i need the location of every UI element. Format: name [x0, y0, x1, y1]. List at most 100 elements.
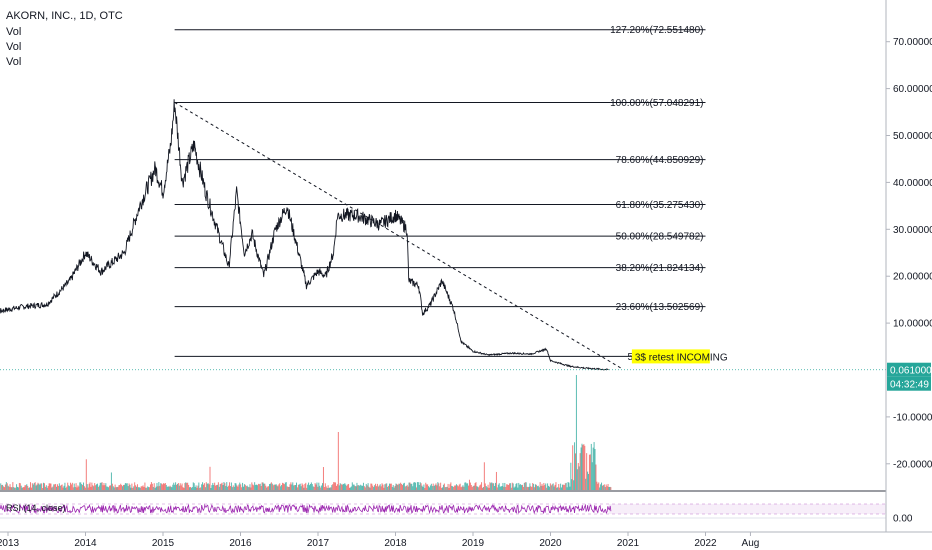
- volume-bar: [518, 482, 520, 490]
- volume-bar: [200, 487, 202, 490]
- volume-bar: [226, 482, 228, 490]
- volume-bar: [561, 484, 563, 490]
- volume-bar: [86, 484, 88, 490]
- volume-bar: [370, 483, 372, 490]
- volume-bar: [244, 484, 246, 490]
- volume-bar: [56, 486, 58, 490]
- volume-bar: [273, 484, 275, 490]
- volume-bar: [326, 487, 328, 490]
- volume-bar: [176, 484, 178, 490]
- volume-bar: [290, 482, 292, 490]
- volume-bar: [304, 483, 306, 490]
- volume-bar: [511, 482, 513, 490]
- annotation-layer[interactable]: 3$ retest INCOMING: [631, 349, 728, 364]
- volume-bar: [525, 482, 527, 490]
- volume-bar: [400, 482, 402, 490]
- volume-bar: [541, 483, 543, 490]
- volume-bar: [260, 485, 262, 490]
- volume-bar: [545, 483, 547, 490]
- volume-bar: [23, 487, 25, 490]
- volume-bar: [255, 484, 257, 490]
- volume-bar: [351, 482, 353, 490]
- volume-bar: [321, 485, 323, 490]
- countdown-value: 04:32:49: [890, 380, 929, 391]
- volume-bar: [463, 486, 465, 490]
- volume-bar: [44, 486, 46, 490]
- volume-bar: [519, 484, 521, 490]
- volume-bar: [428, 487, 430, 490]
- volume-bar: [538, 487, 540, 490]
- volume-bar: [313, 486, 315, 490]
- volume-bar: [414, 482, 416, 490]
- volume-bar: [252, 484, 254, 490]
- volume-bar: [547, 483, 549, 490]
- volume-bar: [19, 483, 21, 490]
- volume-bar: [347, 484, 349, 490]
- x-tick-label: 2022: [694, 538, 717, 549]
- volume-bar: [496, 487, 498, 490]
- volume-bar: [169, 485, 171, 490]
- volume-bar: [182, 487, 184, 490]
- trendline[interactable]: [174, 102, 623, 370]
- volume-bar: [488, 487, 490, 490]
- volume-bar: [428, 486, 430, 490]
- volume-bar: [566, 487, 568, 490]
- volume-bar: [490, 483, 492, 490]
- volume-bar: [80, 482, 82, 490]
- volume-bar: [609, 486, 611, 490]
- volume-bar: [68, 485, 70, 490]
- volume-bar: [360, 484, 362, 490]
- volume-bar: [110, 472, 112, 490]
- volume-bar: [60, 485, 62, 490]
- volume-bar: [243, 484, 245, 490]
- volume-bar: [292, 482, 294, 490]
- volume-bar: [583, 444, 585, 490]
- volume-bar: [294, 485, 296, 490]
- volume-legend-2[interactable]: Vol: [6, 41, 22, 53]
- volume-bar: [559, 487, 561, 490]
- volume-bar: [312, 486, 314, 490]
- volume-bar: [405, 485, 407, 490]
- volume-bar: [213, 484, 215, 490]
- fibonacci-retracement[interactable]: 127.20%(72.551480) 100.00%(57.048291) 78.6…: [174, 25, 706, 363]
- volume-bar: [355, 486, 357, 490]
- volume-bar: [97, 486, 99, 490]
- rsi-tick-label: 0.00: [893, 514, 913, 525]
- volume-bar: [427, 484, 429, 490]
- volume-bar: [157, 486, 159, 490]
- annotation-box[interactable]: [631, 349, 710, 364]
- volume-bar: [553, 486, 555, 490]
- volume-bar: [124, 483, 126, 490]
- volume-legend-1[interactable]: Vol: [6, 26, 22, 38]
- volume-bar: [607, 483, 609, 490]
- volume-bar: [471, 487, 473, 490]
- volume-bar: [493, 483, 495, 490]
- volume-bar: [352, 484, 354, 490]
- rsi-legend[interactable]: RSI (14, close): [6, 503, 66, 513]
- volume-bar: [606, 486, 608, 490]
- volume-bar: [529, 483, 531, 490]
- volume-bar: [105, 483, 107, 490]
- volume-bar: [53, 484, 55, 490]
- volume-bar: [334, 482, 336, 490]
- annotation-text[interactable]: 3$ retest INCOMING: [635, 352, 728, 363]
- volume-legend-3[interactable]: Vol: [6, 56, 22, 68]
- volume-bar: [473, 485, 475, 490]
- volume-bar: [138, 487, 140, 490]
- volume-bar: [180, 485, 182, 490]
- volume-bar: [206, 483, 208, 490]
- volume-bar: [397, 484, 399, 490]
- volume-bar: [263, 483, 265, 490]
- volume-bar: [399, 483, 401, 490]
- volume-bar: [66, 486, 68, 490]
- volume-bar: [155, 486, 157, 490]
- volume-bar: [604, 487, 606, 490]
- volume-bar: [269, 483, 271, 490]
- rsi-pane: [0, 503, 886, 515]
- volume-bar: [374, 485, 376, 490]
- volume-bar: [407, 486, 409, 490]
- volume-bar: [130, 487, 132, 490]
- volume-bar: [165, 484, 167, 490]
- y-tick-label: 40.000000: [893, 178, 932, 189]
